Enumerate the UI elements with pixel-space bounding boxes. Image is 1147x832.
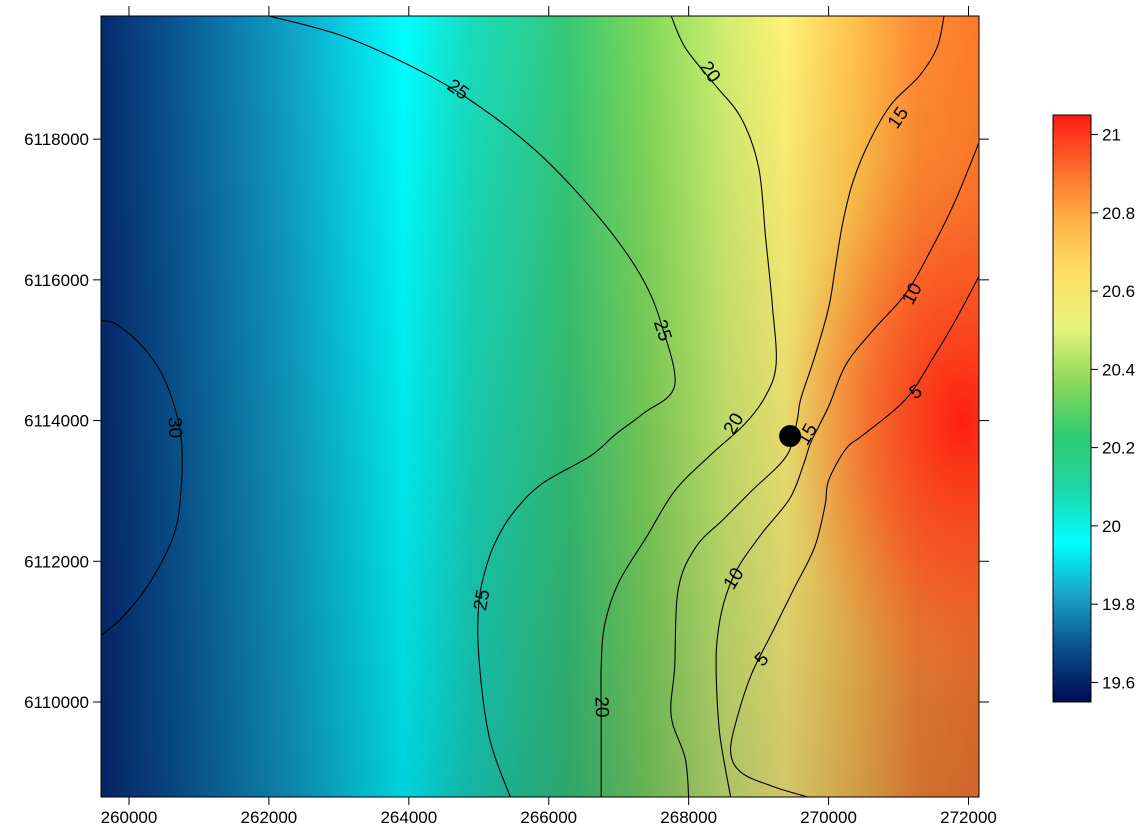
colorbar bbox=[1052, 114, 1092, 703]
colorbar-tick-label: 20.2 bbox=[1102, 439, 1135, 458]
x-tick-label: 262000 bbox=[241, 808, 298, 827]
contour-line-30 bbox=[101, 320, 183, 636]
colorbar-tick-label: 20.6 bbox=[1102, 282, 1135, 301]
x-axis: 260000 262000 264000 266000 268000 270000 2720… bbox=[101, 6, 997, 827]
hot-spot bbox=[786, 130, 979, 711]
contour-line-15 bbox=[670, 16, 945, 797]
colorbar-tick-label: 20.8 bbox=[1102, 204, 1135, 223]
contours-layer bbox=[101, 16, 979, 797]
well-marker bbox=[779, 425, 802, 448]
contour-line-10 bbox=[715, 142, 979, 797]
x-tick-label: 260000 bbox=[101, 808, 158, 827]
contour-line-20 bbox=[600, 16, 777, 797]
contour-line-25 bbox=[268, 16, 676, 797]
colorbar-tick-label: 19.8 bbox=[1102, 595, 1135, 614]
contour-label-20: 20 bbox=[590, 696, 612, 718]
x-tick-label: 264000 bbox=[380, 808, 437, 827]
plot-frame bbox=[100, 15, 980, 798]
contour-line-5 bbox=[730, 276, 979, 797]
y-tick-label: 6114000 bbox=[24, 412, 89, 431]
x-tick-label: 266000 bbox=[520, 808, 577, 827]
colorbar-tick-label: 20 bbox=[1102, 517, 1121, 536]
y-axis: 6110000 6112000 6114000 6116000 6118000 bbox=[24, 130, 989, 712]
y-tick-label: 6116000 bbox=[24, 271, 89, 290]
y-tick-label: 6118000 bbox=[24, 130, 89, 149]
colorbar-tick-label: 21 bbox=[1102, 126, 1121, 145]
colorbar-axis: 19.6 19.8 20 20.2 20.4 20.6 20.8 21 bbox=[1091, 126, 1135, 692]
x-tick-label: 272000 bbox=[940, 808, 997, 827]
colorbar-tick-label: 19.6 bbox=[1102, 673, 1135, 692]
y-tick-label: 6110000 bbox=[24, 693, 89, 712]
y-tick-label: 6112000 bbox=[24, 552, 89, 571]
contour-label-30: 30 bbox=[164, 417, 186, 439]
x-tick-label: 270000 bbox=[800, 808, 857, 827]
x-tick-label: 268000 bbox=[660, 808, 717, 827]
contour-label-25: 25 bbox=[470, 588, 494, 612]
colorbar-tick-label: 20.4 bbox=[1102, 360, 1135, 379]
